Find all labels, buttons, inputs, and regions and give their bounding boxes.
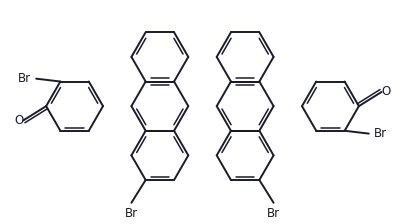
Text: O: O (381, 85, 390, 98)
Text: Br: Br (374, 127, 387, 140)
Text: Br: Br (267, 207, 280, 220)
Text: Br: Br (125, 207, 138, 220)
Text: Br: Br (18, 72, 31, 85)
Text: O: O (15, 114, 24, 127)
